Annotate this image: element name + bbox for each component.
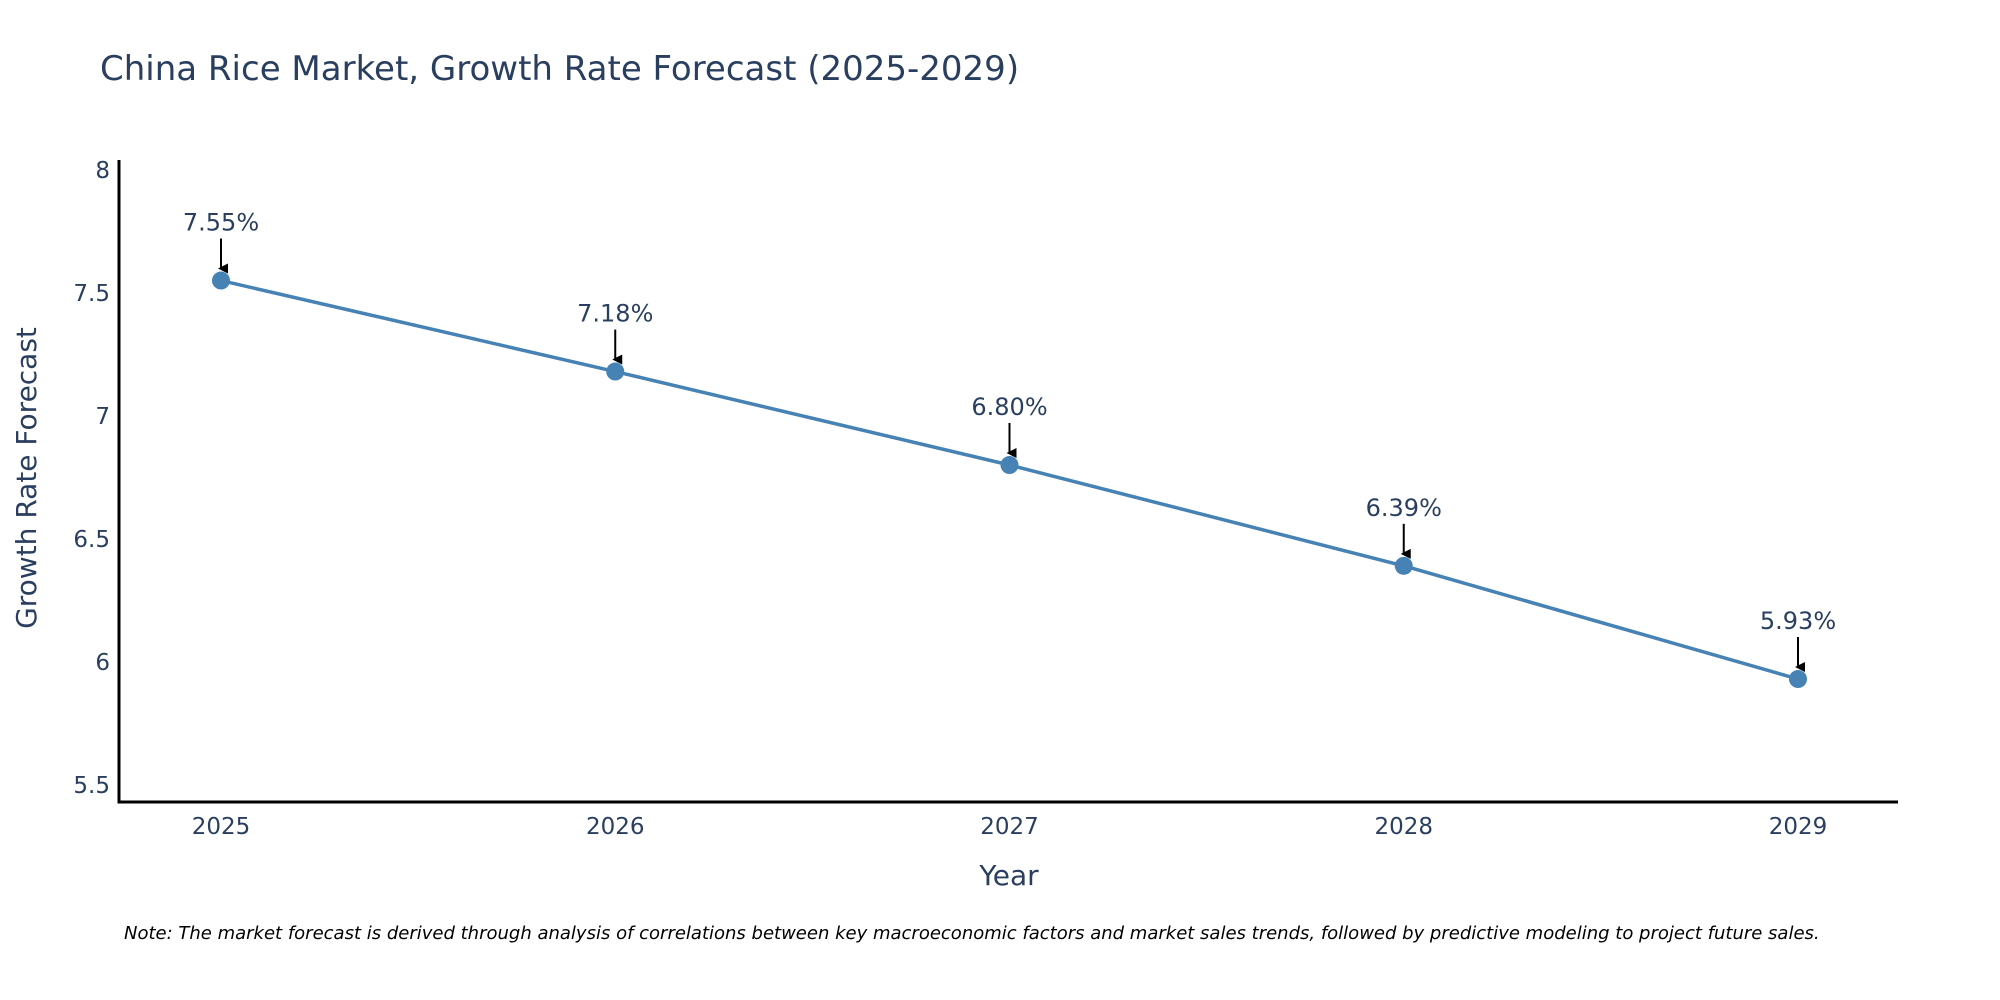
data-label-2026: 7.18% (577, 300, 653, 328)
y-tick-label-8: 8 (95, 158, 110, 184)
y-tick-label-5.5: 5.5 (73, 773, 110, 799)
series-line (220, 278, 1799, 681)
data-label-2028: 6.39% (1366, 494, 1442, 522)
x-tick-label-2026: 2026 (586, 814, 645, 840)
y-tick-label-7.5: 7.5 (73, 281, 110, 307)
data-label-2025: 7.55% (183, 209, 259, 237)
footnote: Note: The market forecast is derived thr… (124, 923, 1820, 944)
data-point-2025 (212, 271, 230, 290)
x-axis-title: Year (978, 859, 1039, 892)
data-label-2029: 5.93% (1760, 607, 1836, 635)
plot-area: 5.5 6 6.5 7 7.5 8 2025 2026 2027 2028 2029 7.55% 7.1… (73, 158, 1898, 840)
y-axis-title: Growth Rate Forecast (10, 327, 43, 629)
x-tick-label-2029: 2029 (1769, 814, 1828, 840)
data-label-2027: 6.80% (971, 393, 1047, 421)
x-tick-label-2027: 2027 (980, 814, 1039, 840)
data-point-2027 (1000, 456, 1019, 475)
chart-title: China Rice Market, Growth Rate Forecast … (100, 49, 1019, 89)
data-point-2028 (1394, 556, 1413, 575)
data-point-2026 (606, 362, 625, 381)
data-point-2029 (1789, 670, 1807, 689)
x-tick-label-2025: 2025 (192, 814, 251, 840)
y-tick-label-7: 7 (95, 404, 110, 430)
y-tick-label-6: 6 (95, 650, 110, 676)
x-tick-label-2028: 2028 (1374, 814, 1433, 840)
y-tick-label-6.5: 6.5 (73, 527, 110, 553)
